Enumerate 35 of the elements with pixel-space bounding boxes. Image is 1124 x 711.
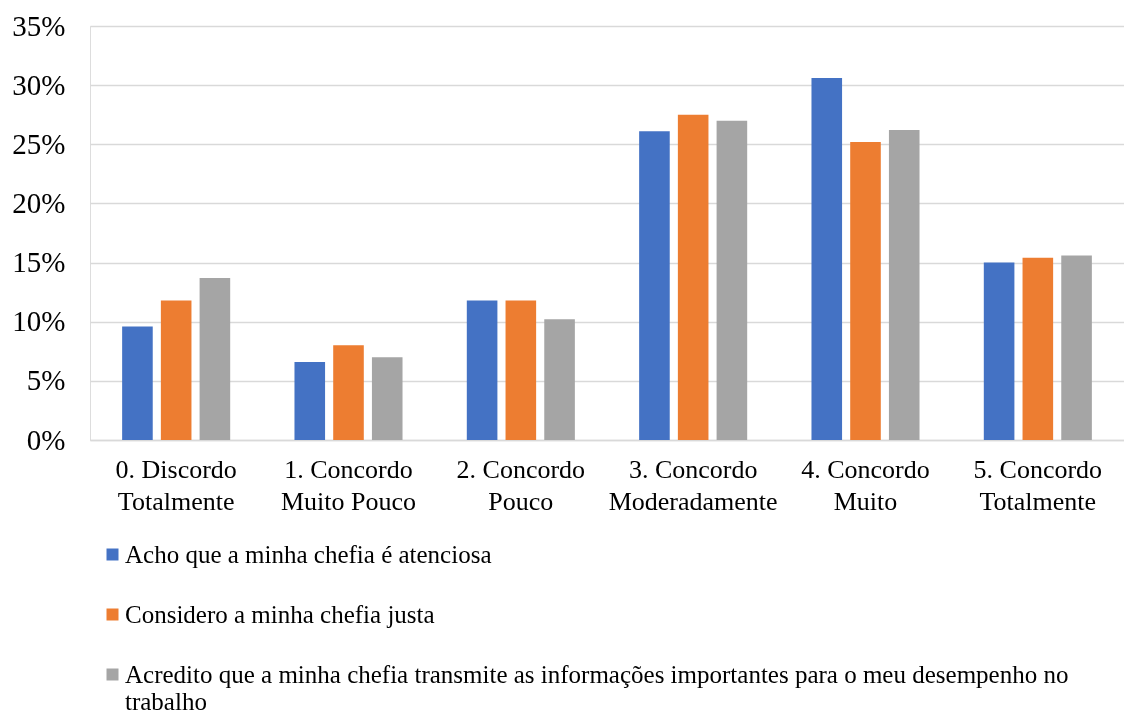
bar (294, 361, 326, 440)
y-tick-label: 10% (12, 305, 66, 338)
y-tick-label: 0% (26, 423, 66, 456)
legend-label: Acho que a minha chefia é atenciosa (125, 540, 492, 568)
bar (466, 300, 498, 440)
bar (888, 130, 920, 440)
bar (160, 300, 192, 440)
bar (122, 326, 153, 440)
y-tick-label: 35% (12, 9, 66, 42)
legend-label: Considero a minha chefia justa (125, 600, 435, 628)
bar (811, 78, 843, 440)
x-tick-label: 4. Concordo Muito (801, 454, 930, 516)
x-tick-label: 3. Concordo Moderadamente (608, 454, 778, 516)
bar (639, 131, 670, 440)
bar (716, 120, 748, 440)
y-tick-label: 15% (12, 246, 66, 279)
x-tick-label: 1. Concordo Muito Pouco (280, 454, 417, 516)
y-tick-label: 20% (12, 186, 66, 219)
bar (850, 141, 881, 440)
bar (1061, 255, 1092, 440)
y-tick-label: 5% (26, 364, 66, 397)
y-tick-label: 30% (12, 68, 66, 101)
bar (983, 262, 1015, 440)
bar (333, 345, 364, 440)
bar (505, 300, 537, 440)
y-tick-label: 25% (12, 127, 66, 160)
x-tick-label: 2. Concordo Pouco (456, 454, 586, 516)
bar (677, 114, 709, 440)
x-tick-label: 5. Concordo Totalmente (973, 454, 1103, 516)
bar (1022, 257, 1054, 440)
bar (544, 319, 575, 440)
bar (371, 357, 403, 440)
x-tick-label: 0. Discordo Totalmente (115, 454, 237, 516)
legend-label: Acredito que a minha chefia transmite as informações importantes para o meu desempenho no trabalho (125, 660, 1069, 711)
bar (199, 277, 231, 440)
